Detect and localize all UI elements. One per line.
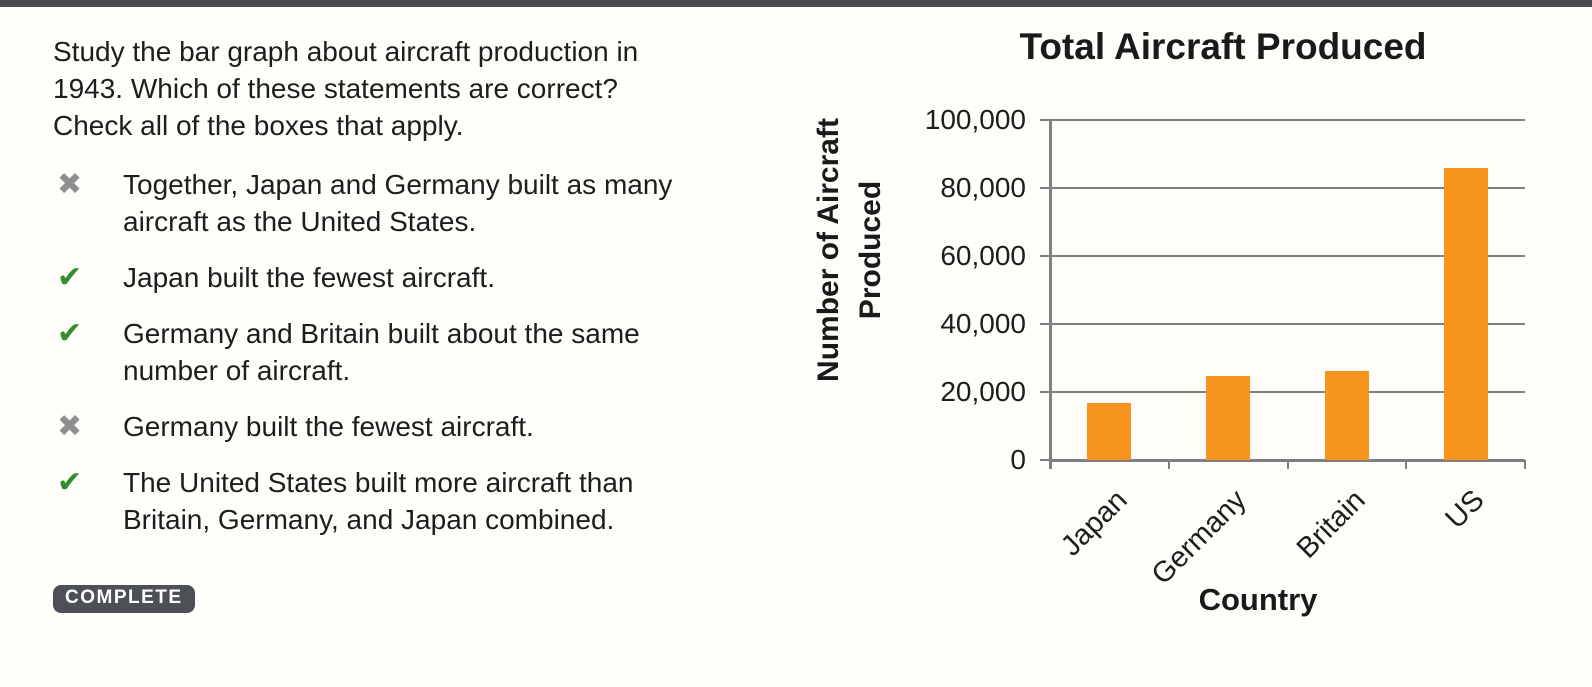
statement-text: Japan built the fewest aircraft. bbox=[123, 262, 495, 293]
question-line: 1943. Which of these statements are corr… bbox=[53, 73, 618, 104]
bar-germany bbox=[1206, 375, 1251, 460]
y-tick-mark bbox=[1040, 323, 1050, 325]
gridline bbox=[1050, 119, 1525, 121]
x-icon[interactable]: ✖ bbox=[57, 409, 83, 444]
x-tick-mark bbox=[1286, 460, 1289, 469]
gridline bbox=[1050, 187, 1525, 189]
check-icon[interactable]: ✔ bbox=[57, 260, 83, 295]
question-line: Study the bar graph about aircraft produ… bbox=[53, 36, 639, 67]
x-axis-line bbox=[1050, 459, 1525, 462]
x-tick-mark bbox=[1049, 460, 1051, 469]
chart-title: Total Aircraft Produced bbox=[1019, 26, 1427, 67]
x-tick-mark bbox=[1524, 460, 1526, 469]
question-text: Study the bar graph about aircraft produ… bbox=[53, 33, 773, 144]
bar-japan bbox=[1087, 403, 1132, 460]
y-axis-line bbox=[1049, 120, 1052, 469]
x-tick-mark bbox=[1405, 460, 1408, 469]
y-axis-title: Number of Aircraft Produced bbox=[812, 118, 887, 382]
y-tick-mark bbox=[1040, 187, 1050, 189]
y-tick-mark bbox=[1040, 255, 1050, 257]
statements-list: ✖ Together, Japan and Germany built as m… bbox=[53, 166, 773, 538]
statement-row: ✖ Germany built the fewest aircraft. bbox=[53, 408, 773, 445]
question-panel: Study the bar graph about aircraft produ… bbox=[53, 33, 773, 613]
statement-text: The United States built more aircraft th… bbox=[123, 467, 634, 535]
y-tick-mark bbox=[1040, 459, 1050, 461]
gridline bbox=[1050, 323, 1525, 325]
statement-text: Germany and Britain built about the same… bbox=[123, 318, 640, 386]
question-line: Check all of the boxes that apply. bbox=[53, 110, 464, 141]
statement-row: ✔ Japan built the fewest aircraft. bbox=[53, 259, 773, 296]
complete-status-badge: COMPLETE bbox=[53, 585, 195, 613]
statement-text: Together, Japan and Germany built as man… bbox=[123, 169, 673, 237]
statement-row: ✔ Germany and Britain built about the sa… bbox=[53, 315, 773, 389]
bar-britain bbox=[1324, 370, 1369, 460]
statement-row: ✖ Together, Japan and Germany built as m… bbox=[53, 166, 773, 240]
x-tick-mark bbox=[1167, 460, 1170, 469]
y-tick-mark bbox=[1040, 119, 1050, 121]
x-icon[interactable]: ✖ bbox=[57, 167, 83, 202]
check-icon[interactable]: ✔ bbox=[57, 465, 83, 500]
x-axis-title: Country bbox=[1198, 582, 1318, 617]
bar-us bbox=[1443, 167, 1488, 460]
statement-row: ✔ The United States built more aircraft … bbox=[53, 464, 773, 538]
top-bar bbox=[0, 0, 1592, 7]
statement-text: Germany built the fewest aircraft. bbox=[123, 411, 534, 442]
y-tick-mark bbox=[1040, 391, 1050, 393]
y-tick-label: 0 bbox=[1010, 444, 1026, 475]
gridline bbox=[1050, 391, 1525, 393]
gridline bbox=[1050, 255, 1525, 257]
check-icon[interactable]: ✔ bbox=[57, 316, 83, 351]
